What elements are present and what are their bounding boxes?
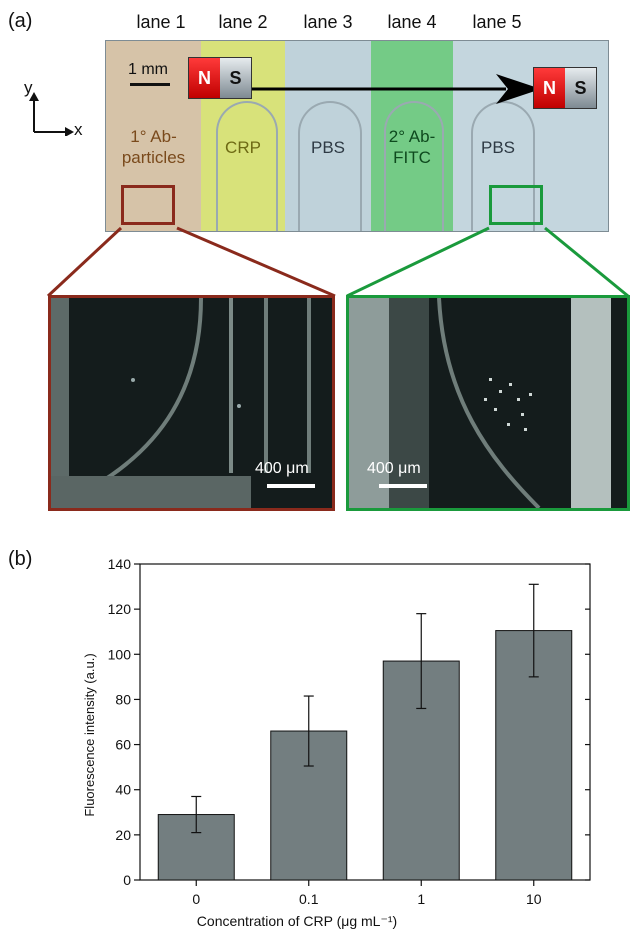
axis-y-label: y bbox=[24, 78, 33, 97]
y-tick-label: 80 bbox=[115, 691, 131, 707]
zoom-left-scale-bar bbox=[267, 484, 315, 488]
x-tick-label: 1 bbox=[417, 891, 425, 907]
movement-arrow-icon bbox=[246, 74, 541, 104]
chart-axes: 0 20 40 60 80 100 120 140 0 0.1 1 10 bbox=[108, 556, 591, 907]
axis-x-label: x bbox=[74, 120, 83, 139]
channel-outline bbox=[471, 101, 535, 231]
magnet-north-pole: N bbox=[534, 68, 565, 108]
lane-1-content: 1° Ab- particles bbox=[106, 126, 201, 168]
zoom-left-scale-label: 400 μm bbox=[255, 460, 309, 477]
y-tick-label: 140 bbox=[108, 556, 132, 572]
chip-scale-bar bbox=[130, 83, 170, 86]
zoom-image-lane-5: 400 μm bbox=[346, 295, 630, 511]
magnet-north-pole: N bbox=[189, 58, 220, 98]
lane-2-content: CRP bbox=[225, 138, 261, 157]
y-tick-label: 20 bbox=[115, 827, 131, 843]
axis-arrows-icon bbox=[29, 92, 74, 136]
lane-1-label: lane 1 bbox=[136, 12, 186, 32]
lane-5-content: PBS bbox=[480, 138, 516, 157]
lane-3-content: PBS bbox=[310, 138, 346, 157]
magnet-end: N S bbox=[533, 67, 597, 109]
magnet-south-pole: S bbox=[220, 58, 251, 98]
lane-5-label: lane 5 bbox=[472, 12, 522, 32]
zoom-right-channels bbox=[349, 298, 611, 508]
lane-4-content-line2: FITC bbox=[393, 148, 431, 167]
magnet-start: N S bbox=[188, 57, 252, 99]
y-tick-label: 120 bbox=[108, 601, 132, 617]
axis-indicator: y x bbox=[22, 78, 92, 139]
lane-1-content-line1: 1° Ab- bbox=[130, 127, 177, 146]
magnet-south-pole: S bbox=[565, 68, 596, 108]
zoom-right-scale-label: 400 μm bbox=[367, 460, 421, 477]
zoom-region-left bbox=[121, 185, 175, 225]
panel-b-label: (b) bbox=[8, 548, 33, 570]
zoom-left-channels bbox=[51, 298, 311, 508]
x-axis-label: Concentration of CRP (μg mL⁻¹) bbox=[197, 913, 397, 929]
x-tick-label: 0 bbox=[192, 891, 200, 907]
plot-frame bbox=[139, 563, 591, 881]
lane-3-label: lane 3 bbox=[303, 12, 353, 32]
channel-outline bbox=[384, 101, 444, 231]
zoom-connectors bbox=[46, 226, 629, 298]
y-tick-label: 60 bbox=[115, 737, 131, 753]
zoom-right-scale-bar bbox=[379, 484, 427, 488]
x-tick-label: 0.1 bbox=[299, 891, 319, 907]
chip-scale-label: 1 mm bbox=[128, 61, 168, 78]
lane-4-content-line1: 2° Ab- bbox=[388, 127, 436, 146]
panel-a-label: (a) bbox=[8, 10, 33, 32]
y-tick-label: 0 bbox=[123, 872, 131, 888]
microfluidic-chip-image: 1° Ab- particles CRP PBS 2° Ab- FITC PBS… bbox=[105, 40, 609, 232]
x-tick-label: 10 bbox=[526, 891, 542, 907]
y-tick-label: 100 bbox=[108, 646, 132, 662]
lane-4-content: 2° Ab- FITC bbox=[371, 126, 453, 168]
zoom-region-right bbox=[489, 185, 543, 225]
lane-2-label: lane 2 bbox=[218, 12, 268, 32]
bar-chart: 0 20 40 60 80 100 120 140 0 0.1 1 10 Fluorescence i… bbox=[82, 556, 591, 929]
lane-4-label: lane 4 bbox=[387, 12, 437, 32]
channel-outline bbox=[216, 101, 278, 231]
zoom-image-lane-1: 400 μm bbox=[48, 295, 335, 511]
y-axis-label: Fluorescence intensity (a.u.) bbox=[82, 653, 97, 816]
lane-1-content-line2: particles bbox=[121, 148, 186, 167]
chart-bars bbox=[157, 583, 573, 881]
y-tick-label: 40 bbox=[115, 782, 131, 798]
channel-outline bbox=[298, 101, 362, 231]
